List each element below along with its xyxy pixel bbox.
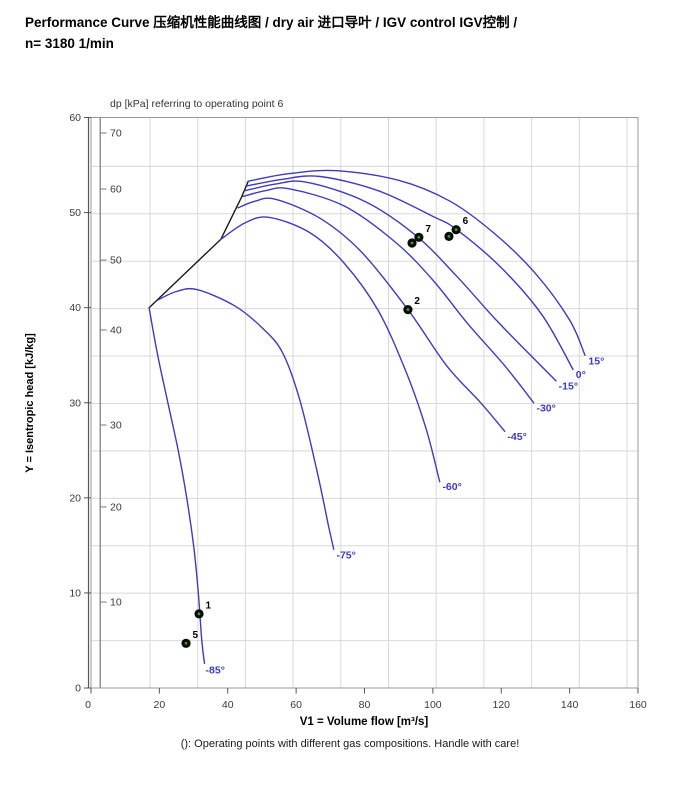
y-tick-label: 60 — [69, 112, 81, 124]
operating-point-label: 1 — [206, 600, 212, 611]
x-tick-label: 160 — [629, 699, 647, 711]
dp-tick-label: 50 — [110, 255, 122, 267]
operating-point-label: 7 — [425, 224, 431, 235]
igv-curve-label: 15° — [588, 356, 604, 368]
operating-point-7 — [414, 232, 424, 242]
y-tick-label: 20 — [69, 492, 81, 504]
operating-point-label: 5 — [193, 630, 199, 641]
chart-footnote: (): Operating points with different gas … — [180, 738, 520, 750]
igv-curve--85 — [148, 307, 206, 664]
operating-point-center — [184, 641, 188, 645]
gridlines — [91, 117, 638, 688]
dp-tick-label: 70 — [110, 127, 122, 139]
x-tick-label: 20 — [154, 699, 166, 711]
dp-tick-label: 60 — [110, 184, 122, 196]
x-tick-label: 140 — [561, 699, 579, 711]
operating-point — [444, 231, 454, 241]
y-tick-label: 30 — [69, 397, 81, 409]
igv-curve-label: -30° — [536, 402, 555, 414]
dp-axis-note: dp [kPa] referring to operating point 6 — [110, 98, 284, 110]
performance-chart: 0 10 20 30 40 50 60 10 20 30 40 50 60 70 0 20 40 60 80 100 1… — [0, 85, 700, 715]
operating-point-center — [410, 241, 414, 245]
dp-tick-label: 40 — [110, 325, 122, 337]
x-axis-ticks — [90, 688, 639, 694]
y-tick-label: 0 — [75, 683, 81, 695]
dp-tick-label: 10 — [110, 597, 122, 609]
x-tick-label: 40 — [222, 699, 234, 711]
y-tick-label: 50 — [69, 207, 81, 219]
operating-point-center — [447, 234, 451, 238]
igv-curve-label: 0° — [576, 369, 586, 381]
operating-point-5 — [181, 638, 191, 648]
y-axis-ticks — [84, 117, 91, 689]
operating-point-2 — [403, 304, 413, 315]
x-tick-label: 0 — [85, 699, 91, 711]
igv-curve-label: -60° — [442, 481, 461, 493]
operating-point-label: 2 — [414, 296, 420, 307]
x-axis-title: V1 = Volume flow [m³/s] — [299, 716, 429, 728]
igv-curve--45 — [237, 197, 506, 432]
igv-curve--60 — [220, 216, 441, 483]
igv-curve-0 — [245, 175, 574, 371]
x-tick-label: 60 — [290, 699, 302, 711]
x-tick-label: 120 — [492, 699, 510, 711]
x-tick-label: 80 — [359, 699, 371, 711]
dp-axis-ticks — [100, 132, 107, 603]
operating-point-1 — [194, 609, 204, 619]
chart-svg: 0 10 20 30 40 50 60 10 20 30 40 50 60 70 0 20 40 60 80 100 1… — [24, 98, 647, 711]
igv-curve--15 — [244, 180, 557, 382]
operating-point-center — [406, 308, 410, 311]
igv-curve-label: -15° — [559, 380, 578, 392]
operating-point-6 — [451, 225, 461, 235]
y-tick-label: 40 — [69, 302, 81, 314]
y-axis-title: Y = Isentropic head [kJ/kg] — [24, 333, 36, 473]
x-tick-label: 100 — [424, 699, 442, 711]
igv-curve-label: -45° — [507, 431, 526, 443]
operating-point — [407, 238, 417, 248]
operating-point-center — [197, 612, 201, 616]
page-title-line2: n= 3180 1/min — [25, 35, 114, 51]
operating-point-center — [454, 228, 458, 232]
igv-curve-label: -85° — [206, 665, 225, 677]
page-title-line1: Performance Curve 压缩机性能曲线图 / dry air 进口导… — [25, 15, 518, 30]
page-title: Performance Curve 压缩机性能曲线图 / dry air 进口导… — [25, 13, 685, 55]
surge-line — [148, 180, 249, 309]
dp-tick-label: 30 — [110, 419, 122, 431]
igv-curve--75 — [157, 287, 335, 550]
igv-curve-label: -75° — [336, 550, 355, 562]
igv-curve-15 — [247, 169, 586, 356]
igv-curve--30 — [242, 187, 535, 404]
operating-point-label: 6 — [463, 216, 469, 227]
dp-tick-label: 20 — [110, 501, 122, 513]
operating-point-center — [417, 235, 421, 239]
plot-frame — [90, 117, 639, 689]
y-tick-label: 10 — [69, 587, 81, 599]
